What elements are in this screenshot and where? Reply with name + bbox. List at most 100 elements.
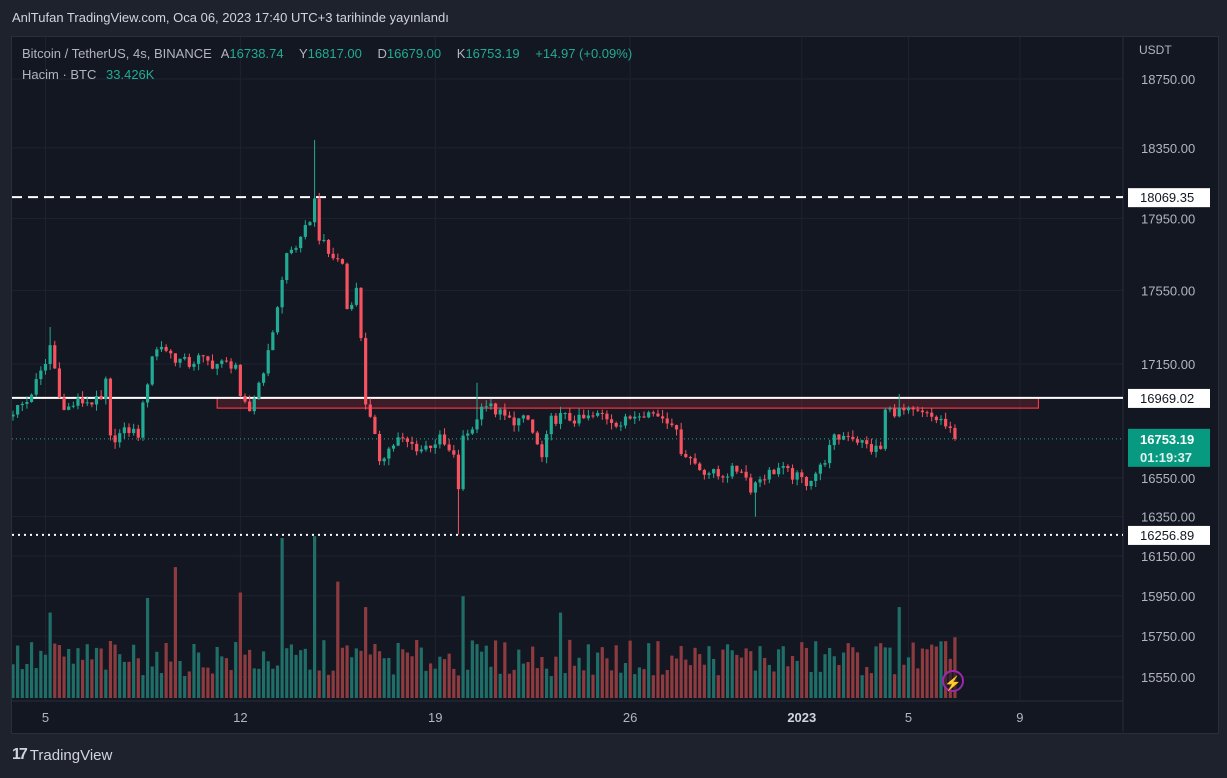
volume-bar [433,668,437,698]
tradingview-brand[interactable]: 17 TradingView [12,746,112,764]
open-value: 16738.74 [229,46,284,61]
volume-bar [289,644,293,698]
candle-body [289,249,293,254]
volume-bar [577,657,581,698]
volume-bar [90,659,94,698]
price-tick-label: 16150.00 [1141,549,1195,564]
candle-body [818,464,822,474]
chart-panel[interactable] [11,36,1219,734]
candle-body [442,434,447,445]
candle-body [930,412,934,417]
candle-body [99,396,103,400]
candle-body [405,438,409,442]
candle-body [614,422,618,427]
candle-body [855,439,860,443]
support-dotted-price-tag[interactable] [1128,525,1210,545]
candle-body [702,470,706,475]
candle-body [749,477,753,493]
candle-body [512,417,516,426]
candle-body [609,419,614,423]
volume-bar [364,607,368,698]
resistance-dashed-price-tag[interactable] [1128,188,1210,208]
volume-bar [206,667,210,698]
candle-body [693,458,697,464]
low-value: 16679.00 [386,46,442,61]
symbol-name[interactable]: Bitcoin / TetherUS, 4s, BINANCE [22,46,212,61]
candle-body [517,418,521,426]
candle-body [229,361,233,369]
candle-body [568,412,572,421]
candle-body [596,412,600,416]
level-solid-price-tag[interactable] [1128,388,1210,408]
candle-body [879,445,883,449]
candle-body [934,416,938,421]
candle-body [888,408,892,410]
candle-body [572,420,577,424]
volume-bar [633,674,637,698]
volume-bar [841,652,846,698]
candle-body [563,412,567,414]
high-label: Y [298,46,308,61]
candle-body [893,408,897,417]
candle-body [874,445,878,452]
candle-body [470,429,474,434]
lightning-icon[interactable]: ⚡ [942,670,964,692]
volume-bar [865,666,869,698]
candle-body [415,443,419,452]
volume-bar [410,656,414,698]
candle-body [545,434,549,458]
candle-body [164,346,168,351]
currency-label[interactable]: USDT [1139,43,1172,57]
candle-body [605,413,609,420]
volume-bar [178,661,182,698]
volume-bar [43,654,48,698]
volume-bar [141,675,145,698]
candle-body [12,414,15,417]
time-tick-label: 2023 [787,710,816,725]
candle-body [679,429,683,454]
resistance-zone [216,397,1040,409]
volume-bar [623,662,628,698]
candle-body [586,415,590,419]
price-tick-label: 15550.00 [1141,670,1195,685]
volume-bar [744,648,748,698]
volume-bar [81,659,85,698]
volume-bar [424,670,428,698]
last-price-tag[interactable] [1128,428,1210,467]
volume-bar [484,645,488,698]
candle-body [187,357,191,367]
volume-bar [651,675,655,698]
volume-bar [698,654,702,698]
candle-body [313,198,317,223]
plot-area[interactable] [11,140,1123,698]
volume-bar [62,656,66,698]
volume-bar [591,674,595,698]
price-tick-label: 18750.00 [1141,72,1195,87]
volume-bar [34,668,38,698]
candle-body [480,406,484,420]
volume-label[interactable]: Hacim · BTC [22,67,97,82]
candle-body [340,259,345,264]
candle-body [637,416,641,418]
volume-bar [535,668,539,698]
volume-bar [396,642,400,698]
candle-body [29,394,34,403]
time-tick-label: 12 [233,710,247,725]
candle-body [730,465,734,477]
candle-body [531,419,535,433]
candle-body [777,467,781,475]
volume-bar [600,647,604,698]
candle-body [558,413,563,424]
volume-bar [429,663,433,698]
close-label: K [456,46,466,61]
candle-body [419,449,423,452]
volume-bar [614,645,618,698]
candle-body [837,434,841,440]
candle-body [275,307,280,333]
volume-bar [238,592,242,698]
candle-body [396,437,400,446]
candle-body [526,415,530,420]
volume-bar [71,663,75,698]
volume-bar [772,671,776,698]
